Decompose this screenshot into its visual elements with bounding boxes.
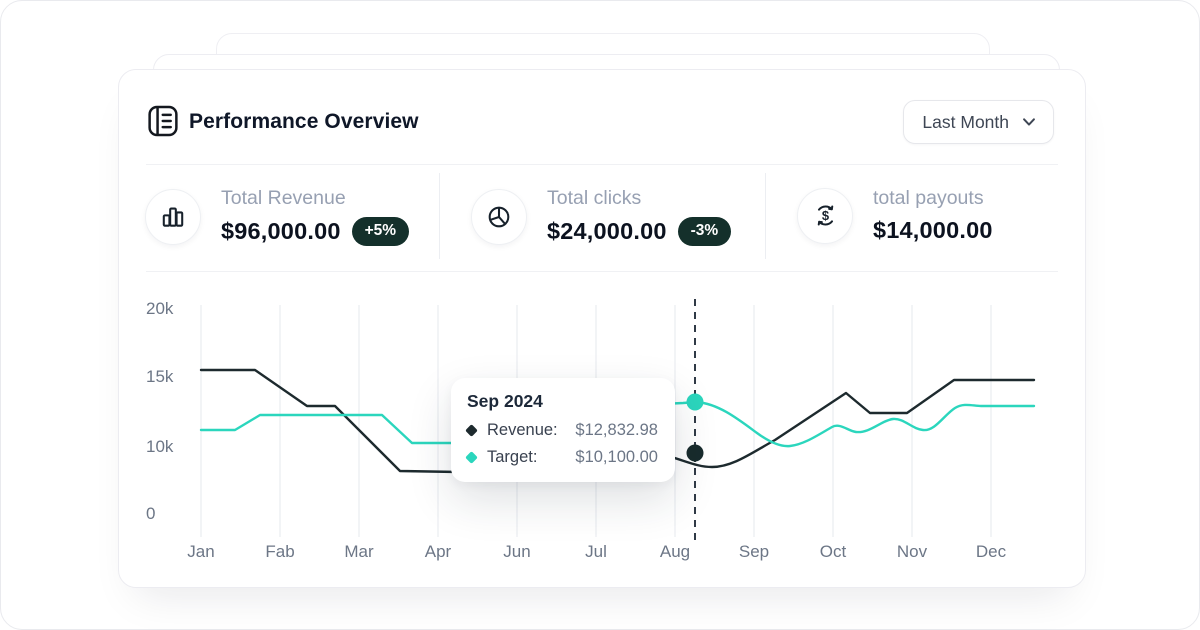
- bar-chart-icon: [162, 207, 184, 227]
- date-range-label: Last Month: [922, 111, 1009, 132]
- revenue-diamond-icon: [465, 424, 478, 437]
- tooltip-revenue-row: Revenue: $12,832.98: [465, 421, 658, 440]
- stat-label: Total Revenue: [221, 187, 346, 209]
- stat-icon-circle: $: [797, 187, 853, 244]
- header-divider: [146, 164, 1058, 165]
- target-diamond-icon: [465, 451, 478, 464]
- revenue-marker-dot: [686, 444, 704, 462]
- stat-total-clicks: Total clicks $24,000.00 -3%: [471, 187, 732, 246]
- tooltip-row-value: $12,832.98: [575, 421, 658, 439]
- y-axis-tick: 0: [146, 504, 156, 523]
- report-icon: [148, 105, 178, 137]
- stat-label: Total clicks: [547, 187, 642, 209]
- tooltip-row-label: Target:: [487, 448, 538, 466]
- stat-value: $14,000.00: [873, 217, 993, 243]
- stat-value: $24,000.00: [547, 218, 667, 244]
- tooltip-row-label: Revenue:: [487, 421, 558, 439]
- y-axis-tick: 10k: [146, 437, 174, 456]
- stat-value: $96,000.00: [221, 218, 341, 244]
- tooltip-target-row: Target: $10,100.00: [465, 448, 658, 467]
- performance-overview-card: Performance Overview Last Month Total Re…: [118, 69, 1086, 588]
- stat-total-revenue: Total Revenue $96,000.00 +5%: [145, 187, 410, 246]
- stats-divider: [146, 271, 1058, 272]
- stat-label: total payouts: [873, 187, 984, 209]
- chevron-down-icon: [1023, 118, 1035, 126]
- tooltip-row-value: $10,100.00: [575, 448, 658, 466]
- stat-change-badge: +5%: [351, 217, 410, 246]
- stat-change-badge: -3%: [677, 217, 732, 246]
- stat-icon-circle: [471, 188, 527, 245]
- payout-refresh-icon: $: [817, 205, 833, 226]
- svg-text:$: $: [821, 208, 828, 223]
- target-marker-dot: [686, 393, 704, 411]
- date-range-dropdown[interactable]: Last Month: [903, 100, 1054, 144]
- chart-tooltip: Sep 2024 Revenue: $12,832.98 Target: $10…: [451, 378, 675, 482]
- stat-icon-circle: [145, 188, 201, 245]
- pie-chart-icon: [488, 206, 510, 227]
- page-title: Performance Overview: [189, 110, 419, 133]
- stat-total-payouts: $ total payouts $14,000.00: [797, 187, 993, 244]
- stat-divider: [765, 173, 766, 259]
- stat-divider: [439, 173, 440, 259]
- y-axis-tick: 20k: [146, 299, 174, 318]
- y-axis-tick: 15k: [146, 367, 174, 386]
- tooltip-title: Sep 2024: [467, 391, 543, 411]
